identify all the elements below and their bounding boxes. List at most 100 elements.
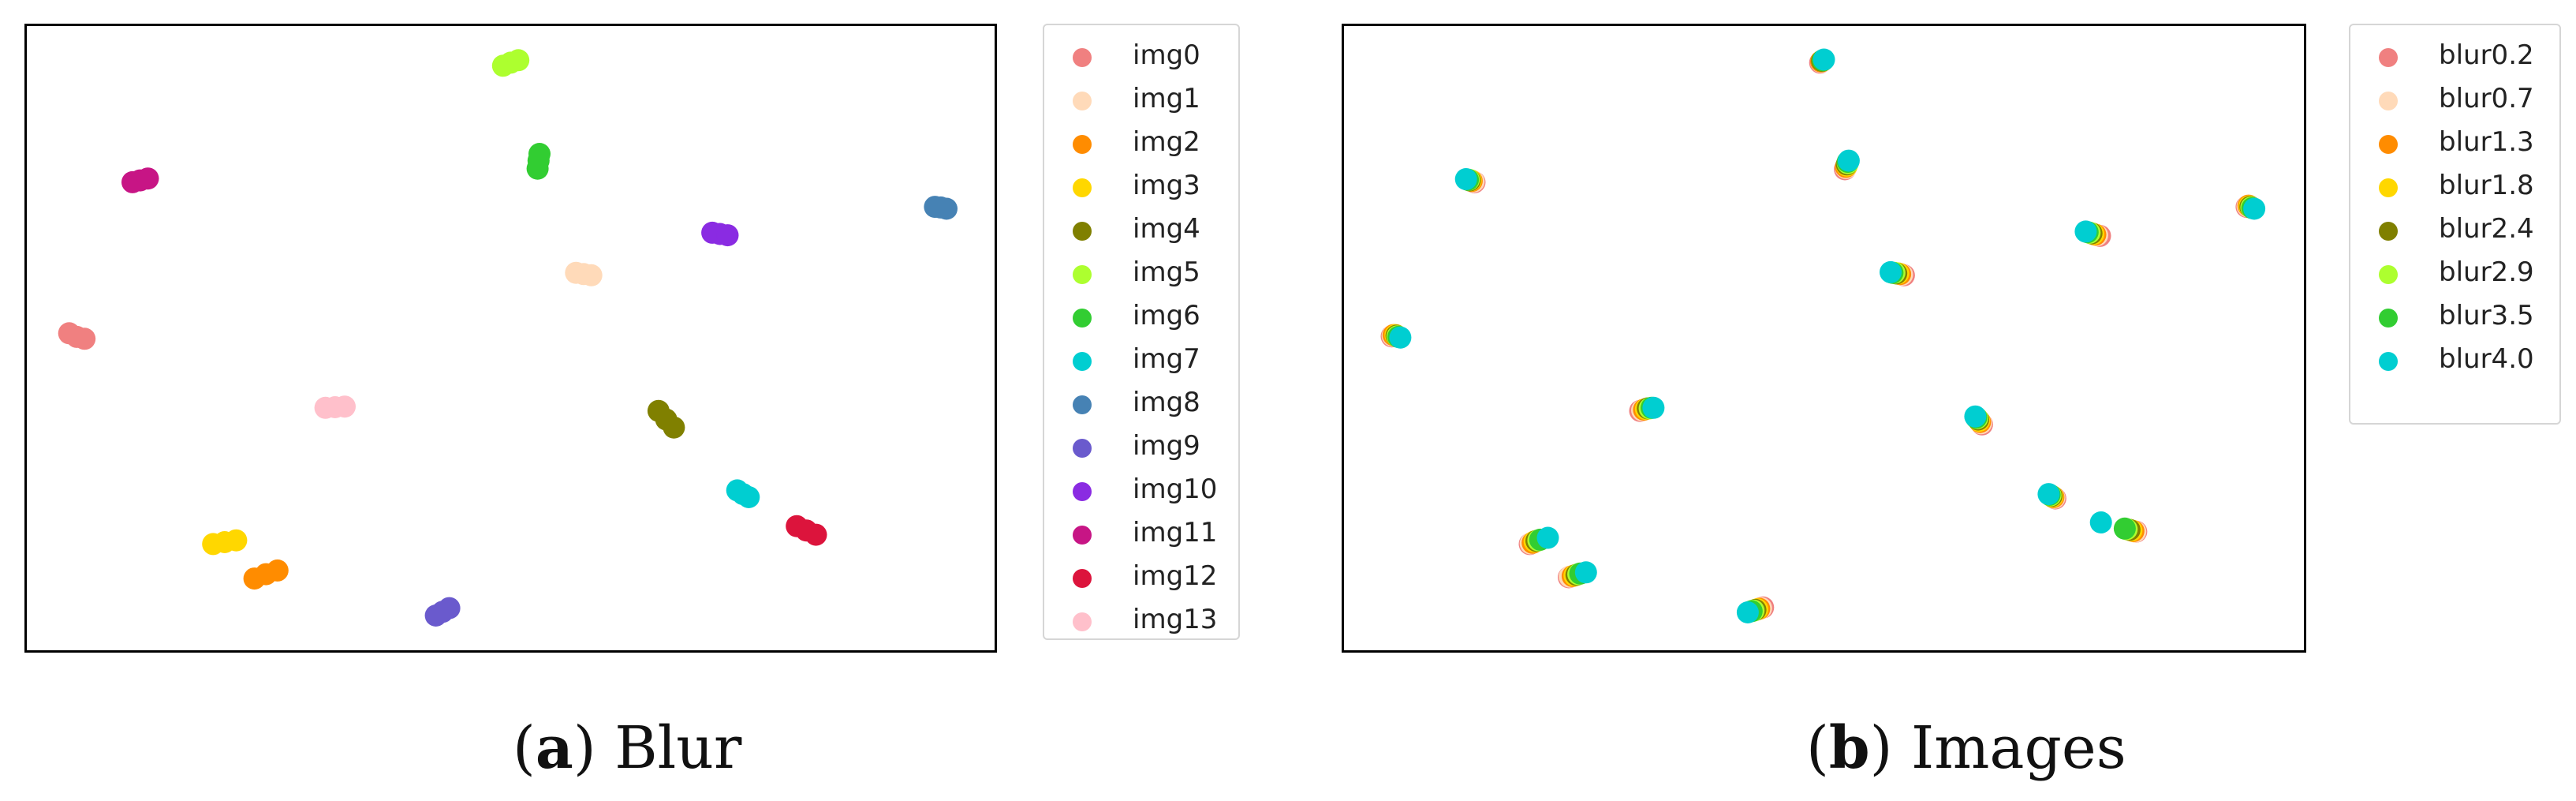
legend-entry-img3: img3 (1044, 167, 1238, 210)
series-img3 (202, 529, 248, 556)
legend-label: img9 (1133, 430, 1200, 462)
legend-label: img0 (1133, 39, 1200, 71)
series-img6 (526, 143, 551, 180)
legend-a: img0 img1 img2 img3 img4 img5 img6 img7 img8 img9… (1043, 24, 1240, 640)
legend-entry-blur1.8: blur1.8 (2350, 167, 2559, 210)
point-blur4.0-4 (1389, 326, 1412, 349)
legend-marker (1073, 482, 1092, 501)
legend-marker (2379, 178, 2398, 197)
legend-marker (1073, 48, 1092, 67)
legend-entry-img2: img2 (1044, 123, 1238, 167)
legend-entry-img13: img13 (1044, 601, 1238, 644)
legend-marker (1073, 352, 1092, 371)
legend-marker (1073, 569, 1092, 588)
point-img12-2 (805, 523, 827, 546)
point-img13-2 (334, 395, 356, 418)
legend-entry-img4: img4 (1044, 210, 1238, 253)
legend-label: img13 (1133, 604, 1218, 635)
plot-frame-a (24, 24, 997, 653)
series-img0 (58, 322, 96, 350)
point-img0-2 (73, 328, 96, 350)
legend-label: blur3.5 (2439, 300, 2534, 331)
legend-entry-blur3.5: blur3.5 (2350, 297, 2559, 340)
legend-label: blur4.0 (2439, 343, 2534, 375)
legend-entry-img7: img7 (1044, 340, 1238, 384)
legend-entry-blur4.0: blur4.0 (2350, 340, 2559, 384)
point-img2-2 (266, 559, 289, 582)
caption-a-text: Blur (614, 714, 742, 782)
point-img5-2 (507, 49, 530, 72)
legend-marker (2379, 265, 2398, 284)
point-blur4.0-1 (1837, 149, 1860, 172)
legend-marker (1073, 92, 1092, 110)
point-img8-2 (935, 197, 958, 220)
legend-label: img5 (1133, 256, 1200, 288)
legend-marker (2379, 92, 2398, 110)
point-blur4.0-2 (2074, 220, 2097, 243)
point-blur4.0-9 (1536, 526, 1559, 549)
legend-entry-blur1.3: blur1.3 (2350, 123, 2559, 167)
plot-frame-b (1342, 24, 2306, 653)
legend-label: img7 (1133, 343, 1200, 375)
point-blur4.0-5 (1642, 396, 1665, 419)
legend-entry-img5: img5 (1044, 253, 1238, 297)
legend-entry-img12: img12 (1044, 557, 1238, 601)
series-img13 (314, 395, 356, 419)
legend-label: img1 (1133, 83, 1200, 114)
caption-a-letter: a (535, 714, 573, 782)
legend-label: blur0.2 (2439, 39, 2534, 71)
series-img4 (647, 399, 685, 439)
legend-marker (2379, 135, 2398, 154)
legend-entry-img0: img0 (1044, 36, 1238, 80)
series-img11 (121, 167, 159, 193)
series-img2 (243, 559, 289, 590)
legend-label: img4 (1133, 213, 1200, 245)
legend-label: blur0.7 (2439, 83, 2534, 114)
legend-b: blur0.2 blur0.7 blur1.3 blur1.8 blur2.4 blur2… (2349, 24, 2561, 425)
point-blur4.0-6 (1964, 405, 1987, 428)
legend-marker (1073, 178, 1092, 197)
legend-label: blur1.3 (2439, 126, 2534, 158)
legend-marker (1073, 309, 1092, 328)
legend-label: blur2.4 (2439, 213, 2534, 245)
point-blur4.0-12 (1454, 168, 1477, 190)
legend-marker (2379, 352, 2398, 371)
legend-entry-blur2.4: blur2.4 (2350, 210, 2559, 253)
legend-marker (1073, 395, 1092, 414)
scatter-plot-b (1380, 48, 2266, 623)
series-img1 (565, 261, 603, 286)
point-blur4.0-13 (2243, 197, 2266, 220)
legend-entry-img10: img10 (1044, 470, 1238, 514)
point-img3-2 (225, 529, 248, 552)
legend-marker (1073, 265, 1092, 284)
point-blur4.0-0 (1813, 48, 1835, 71)
legend-label: blur1.8 (2439, 170, 2534, 201)
point-img11-2 (136, 167, 159, 190)
scatter-plot-a (58, 49, 958, 627)
legend-entry-img9: img9 (1044, 427, 1238, 470)
legend-label: img11 (1133, 517, 1218, 548)
legend-marker (2379, 309, 2398, 328)
point-blur4.0-8 (2089, 511, 2112, 533)
legend-entry-img8: img8 (1044, 384, 1238, 427)
legend-marker (1073, 439, 1092, 458)
legend-label: img6 (1133, 300, 1200, 331)
series-img5 (491, 49, 530, 77)
point-img10-2 (716, 224, 739, 247)
point-blur4.0-7 (2037, 483, 2060, 506)
legend-marker (1073, 526, 1092, 545)
point-blur4.0-11 (1736, 601, 1759, 623)
legend-entry-blur0.7: blur0.7 (2350, 80, 2559, 123)
legend-entry-img11: img11 (1044, 514, 1238, 557)
point-img7-2 (737, 486, 760, 508)
series-img8 (924, 196, 958, 220)
series-img7 (726, 479, 760, 508)
series-img10 (701, 221, 739, 247)
series-img12 (786, 515, 827, 546)
legend-entry-blur0.2: blur0.2 (2350, 36, 2559, 80)
legend-entry-img6: img6 (1044, 297, 1238, 340)
caption-b-letter: b (1828, 714, 1870, 782)
legend-marker (2379, 222, 2398, 241)
series-img9 (424, 597, 461, 627)
legend-label: img8 (1133, 387, 1200, 418)
